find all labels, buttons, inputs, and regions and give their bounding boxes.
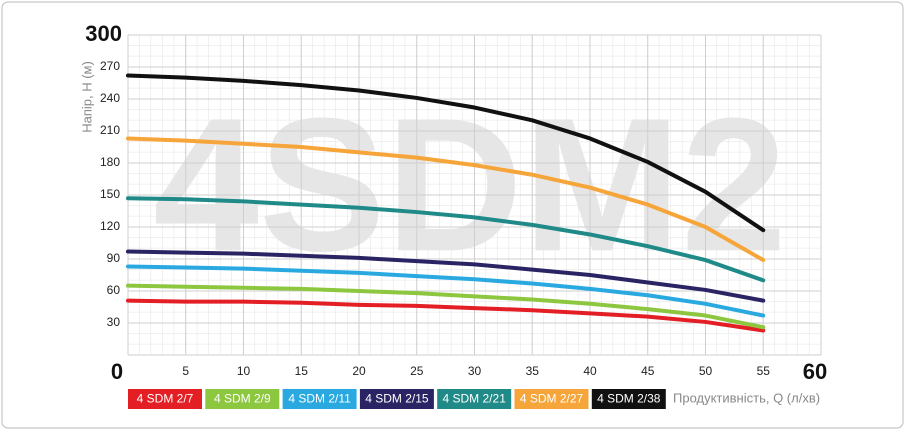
x-tick-label: 40 (583, 364, 597, 378)
legend-label: 4 SDM 2/11 (288, 392, 351, 406)
legend-label: 4 SDM 2/7 (137, 392, 194, 406)
y-tick-label: 240 (100, 91, 120, 105)
curve (126, 136, 766, 263)
curve (126, 249, 766, 303)
legend-swatch (437, 389, 512, 409)
x-tick-label: 20 (352, 364, 366, 378)
curve (126, 283, 766, 330)
x-tick-label: 45 (641, 364, 655, 378)
y-tick-label: 180 (100, 155, 120, 169)
legend-swatch (514, 389, 589, 409)
y-tick-label: 90 (107, 251, 121, 265)
x-tick-label: 60 (803, 359, 827, 384)
curve (126, 264, 766, 318)
legend-label: 4 SDM 2/9 (214, 392, 271, 406)
y-tick-label: 210 (100, 123, 120, 137)
y-tick-label: 120 (100, 219, 120, 233)
legend-label: 4 SDM 2/15 (365, 392, 429, 406)
x-tick-label: 5 (182, 364, 189, 378)
x-tick-label: 35 (526, 364, 540, 378)
y-tick-label: 60 (107, 283, 121, 297)
x-tick-label: 0 (111, 359, 123, 384)
legend-swatch (359, 389, 434, 409)
x-tick-label: 25 (410, 364, 424, 378)
legend-label: 4 SDM 2/21 (443, 392, 507, 406)
y-tick-label: 150 (100, 187, 120, 201)
x-axis-label: Продуктивність, Q (л/хв) (673, 390, 820, 405)
legend-swatch (128, 389, 202, 409)
legend-swatch (282, 389, 357, 409)
x-tick-label: 10 (237, 364, 251, 378)
x-tick-label: 55 (757, 364, 771, 378)
x-tick-label: 50 (699, 364, 713, 378)
y-axis-label: Напір, Н (м) (79, 61, 94, 133)
curve (126, 73, 766, 233)
legend-swatch (591, 389, 666, 409)
curve (126, 298, 766, 333)
x-tick-label: 30 (468, 364, 482, 378)
legend-label: 4 SDM 2/38 (597, 392, 661, 406)
curve (126, 196, 766, 283)
legend-label: 4 SDM 2/27 (520, 392, 584, 406)
x-tick-label: 15 (295, 364, 309, 378)
legend-swatch (205, 389, 280, 409)
y-tick-label: 270 (100, 59, 120, 73)
y-tick-label: 300 (85, 21, 122, 46)
y-tick-label: 30 (107, 315, 121, 329)
